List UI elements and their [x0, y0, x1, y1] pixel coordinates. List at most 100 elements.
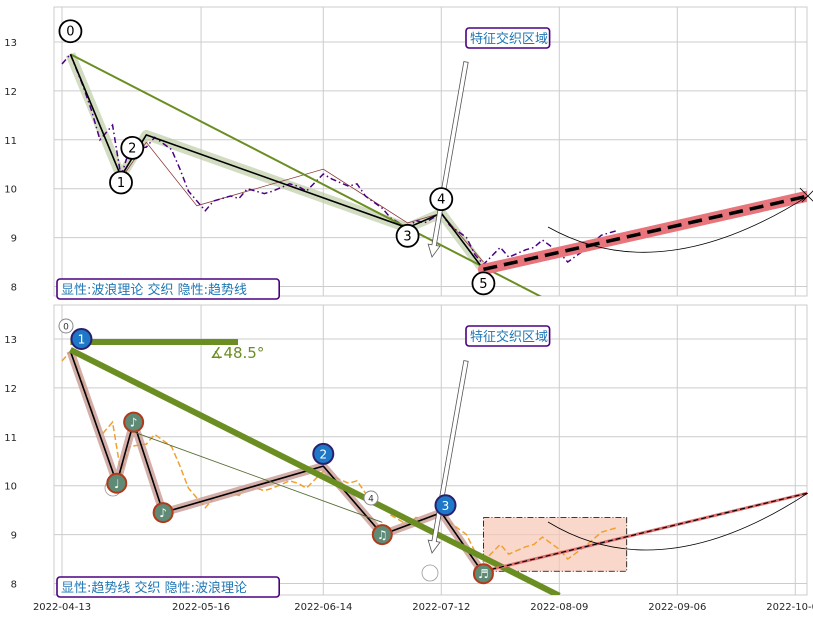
wave-point-circle: [58, 19, 83, 44]
wave-note-symbol: ♬: [478, 567, 489, 581]
trend-point-circle: [70, 328, 93, 350]
top-y-ticks: 8 9 10 11 12 13: [4, 38, 17, 294]
wave-point-marker: 1: [109, 170, 133, 195]
faint-ring: [421, 564, 439, 582]
x-tick-label: 2022-09-06: [648, 602, 706, 613]
top-grid: [54, 7, 807, 296]
wave-note-symbol: ♩: [114, 477, 120, 491]
x-tick-label: 2022-04-13: [33, 602, 91, 613]
wave-note-circle: [106, 472, 128, 494]
trend-point-label: 1: [78, 333, 86, 347]
projection-end-marker: [799, 187, 813, 203]
echo-point-label: 4: [368, 495, 374, 505]
echo-point-label: 0: [63, 323, 69, 333]
trend-point-marker: 1: [70, 328, 93, 350]
echo-point: 4: [363, 490, 379, 506]
bottom-annotation-frame: [465, 325, 551, 347]
wave-point-label: 4: [437, 193, 445, 208]
echo-point-circle: [363, 490, 379, 506]
y-tick-label: 10: [4, 185, 17, 196]
trend-line: [69, 53, 542, 296]
bottom-info-label-text: 显性:趋势线 交织 隐性:波浪理论: [61, 580, 247, 596]
echo-point: 0: [58, 318, 74, 334]
wave-point-circle: [109, 170, 133, 195]
wave-point-label: 2: [128, 141, 136, 156]
y-tick-label: 9: [11, 531, 17, 542]
wave-note-circle: [152, 502, 174, 524]
bottom-callout-arrow: [427, 360, 469, 554]
bottom-plot-background: [53, 304, 808, 596]
callout-arrow-shape: [427, 360, 469, 554]
wave-point-marker: 4: [429, 187, 454, 212]
wave-note-symbol: ♪: [130, 416, 138, 430]
wave-point-marker: 2: [120, 136, 145, 160]
top-annotation-text: 特征交织区域: [470, 31, 548, 47]
bottom-y-ticks: 8 9 10 11 12 13: [4, 335, 17, 591]
projection-arc: [547, 195, 809, 253]
trend-point-circle: [312, 442, 335, 465]
bottom-annotation: 特征交织区域: [465, 325, 551, 347]
y-tick-label: 11: [4, 136, 17, 147]
bottom-info-label-frame: [56, 576, 280, 598]
wave-point-marker: 5: [471, 271, 496, 296]
y-tick-label: 12: [4, 384, 17, 395]
bottom-plot-area: [61, 339, 807, 595]
wave-point-circle: [471, 271, 496, 296]
wave-point-marker: 3: [395, 223, 420, 248]
wave-note-marker: ♬: [472, 563, 494, 585]
wave-point-label: 0: [66, 25, 74, 40]
wave-point-circle: [395, 223, 420, 248]
wave-point-circle: [429, 187, 454, 212]
callout-arrow-shape: [427, 61, 469, 258]
wave-note-symbol: ♪: [159, 506, 167, 520]
wave-note-circle: [371, 524, 393, 546]
wave-note-circle: [472, 563, 494, 585]
trend-point-marker: 2: [312, 442, 335, 465]
trend-point-label: 3: [442, 499, 450, 513]
top-info-label-text: 显性:波浪理论 交织 隐性:趋势线: [61, 282, 247, 298]
x-tick-label: 2022-10-04: [766, 602, 813, 613]
bottom-projection-band: [483, 491, 807, 573]
projection-line: [483, 194, 807, 272]
wave-note-marker: ♪: [152, 502, 174, 524]
bottom-echo-line: [133, 431, 383, 523]
wave-point-marker: 0: [58, 19, 83, 44]
wave-path: [69, 53, 485, 270]
x-ticks: 2022-04-13 2022-05-16 2022-06-14 2022-07-12…: [33, 602, 813, 613]
y-tick-label: 9: [11, 234, 17, 245]
top-info-label-frame: [56, 278, 280, 300]
wave-note-marker: ♫: [371, 524, 393, 546]
trend-point-circle: [434, 494, 457, 517]
wave-point-label: 3: [403, 229, 411, 244]
wave-note-marker: ♪: [123, 411, 145, 433]
bottom-info-label: 显性:趋势线 交织 隐性:波浪理论: [56, 576, 280, 598]
wave-point-label: 5: [479, 277, 487, 292]
bottom-wave-path: [69, 350, 485, 575]
callout-arrow: [427, 61, 469, 258]
x-tick-label: 2022-05-16: [172, 602, 230, 613]
y-tick-label: 12: [4, 87, 17, 98]
wave-point-circle: [120, 136, 145, 160]
wave-note-marker: ♩: [106, 472, 128, 494]
x-tick-label: 2022-07-12: [412, 602, 470, 613]
y-tick-label: 11: [4, 433, 17, 444]
top-plot-area: [61, 52, 807, 296]
wave-note-symbol: ♫: [377, 528, 388, 542]
highlight-zone: [483, 517, 628, 572]
top-info-label: 显性:波浪理论 交织 隐性:趋势线: [56, 278, 280, 300]
y-tick-label: 8: [11, 283, 17, 294]
trend-point-label: 2: [319, 447, 327, 461]
y-tick-label: 13: [4, 335, 17, 346]
wave-note-circle: [123, 411, 145, 433]
x-tick-label: 2022-06-14: [294, 602, 352, 613]
trend-point-marker: 3: [434, 494, 457, 517]
angle-label: ∡48.5°: [210, 344, 264, 362]
wave-point-label: 1: [117, 176, 125, 191]
echo-point-circle: [58, 318, 74, 334]
x-tick-label: 2022-08-09: [530, 602, 588, 613]
